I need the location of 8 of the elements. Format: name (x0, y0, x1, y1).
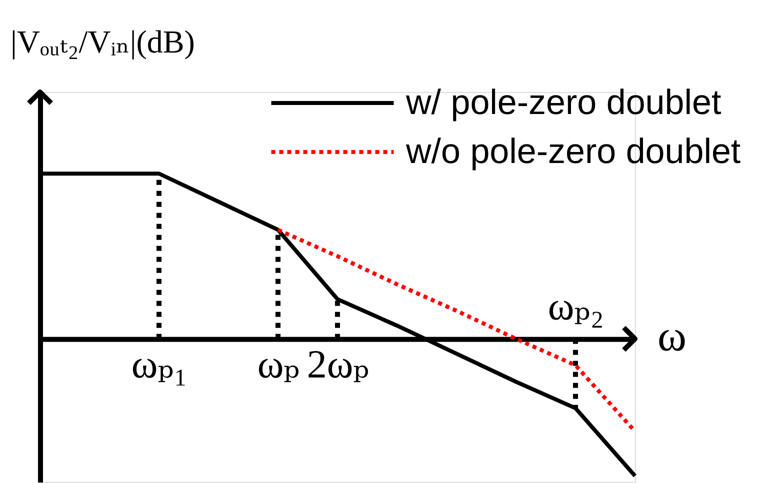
legend-label: w/o pole-zero doublet (405, 132, 741, 171)
x-tick-label: ωₚ₁ (131, 341, 188, 386)
x-tick-label: ωₚ₂ (548, 283, 604, 328)
x-axis-title: ω (658, 311, 686, 360)
x-tick-label: ωₚ (257, 341, 300, 386)
x-tick-label: 2ωₚ (306, 341, 370, 386)
y-axis-title: |Vₒᵤₜ₂/Vᵢₙ|(dB) (10, 24, 195, 60)
legend-label: w/ pole-zero doublet (405, 83, 722, 122)
